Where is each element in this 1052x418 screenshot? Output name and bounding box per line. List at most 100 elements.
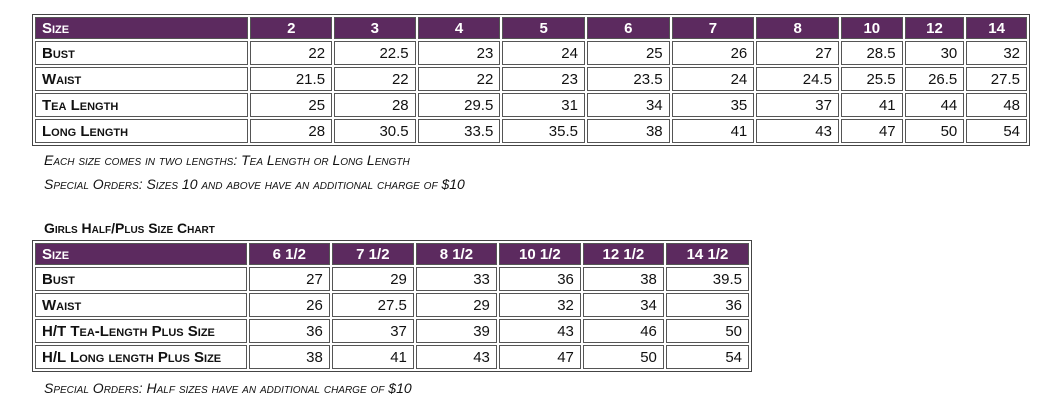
cell: 50 xyxy=(665,319,749,343)
cell: 30.5 xyxy=(334,119,416,143)
cell: 43 xyxy=(498,319,581,343)
row-label: Long Length xyxy=(35,119,249,143)
cell: 37 xyxy=(331,319,414,343)
row: Bust 22 22.5 23 24 25 26 27 28.5 30 32 xyxy=(35,41,1027,65)
header-row: Size 2 3 4 5 6 7 8 10 12 14 xyxy=(35,17,1027,39)
header-cell: Size xyxy=(35,17,249,39)
cell: 29 xyxy=(331,267,414,291)
cell: 33.5 xyxy=(417,119,501,143)
header-cell: 14 xyxy=(966,17,1027,39)
cell: 25.5 xyxy=(840,67,903,91)
header-cell: 7 1/2 xyxy=(331,243,414,265)
header-cell: 14 1/2 xyxy=(665,243,749,265)
header-cell: 12 1/2 xyxy=(582,243,664,265)
cell: 43 xyxy=(415,345,497,369)
header-cell: 4 xyxy=(417,17,501,39)
header-cell: 10 xyxy=(840,17,903,39)
cell: 29 xyxy=(415,293,497,317)
cell: 39 xyxy=(415,319,497,343)
cell: 41 xyxy=(840,93,903,117)
cell: 36 xyxy=(248,319,330,343)
cell: 22 xyxy=(250,41,333,65)
cell: 43 xyxy=(756,119,839,143)
cell: 33 xyxy=(415,267,497,291)
cell: 27.5 xyxy=(331,293,414,317)
size-table: Size 2 3 4 5 6 7 8 10 12 14 Bust 22 22.5 23 24 25 26 27 28.… xyxy=(32,14,1030,146)
row: Waist 26 27.5 29 32 34 36 xyxy=(35,293,749,317)
note: Special Orders: Sizes 10 and above have … xyxy=(44,176,465,192)
header-cell: 6 xyxy=(586,17,670,39)
cell: 26 xyxy=(248,293,330,317)
header-cell: 8 1/2 xyxy=(415,243,497,265)
header-cell: 12 xyxy=(904,17,965,39)
cell: 41 xyxy=(671,119,755,143)
cell: 22 xyxy=(417,67,501,91)
row-label: Bust xyxy=(35,267,247,291)
cell: 24 xyxy=(502,41,585,65)
cell: 22.5 xyxy=(334,41,416,65)
row: H/T Tea-Length Plus Size 36 37 39 43 46 50 xyxy=(35,319,749,343)
cell: 36 xyxy=(498,267,581,291)
row: Tea Length 25 28 29.5 31 34 35 37 41 44 48 xyxy=(35,93,1027,117)
row: Waist 21.5 22 22 23 23.5 24 24.5 25.5 26.5 27.5 xyxy=(35,67,1027,91)
cell: 29.5 xyxy=(417,93,501,117)
cell: 35.5 xyxy=(502,119,585,143)
header-cell: Size xyxy=(35,243,247,265)
row-label: H/T Tea-Length Plus Size xyxy=(35,319,247,343)
cell: 27.5 xyxy=(966,67,1027,91)
cell: 34 xyxy=(586,93,670,117)
header-cell: 6 1/2 xyxy=(248,243,330,265)
row: H/L Long length Plus Size 38 41 43 47 50 54 xyxy=(35,345,749,369)
note: Each size comes in two lengths: Tea Leng… xyxy=(44,152,410,168)
cell: 26 xyxy=(671,41,755,65)
cell: 21.5 xyxy=(250,67,333,91)
cell: 47 xyxy=(498,345,581,369)
cell: 38 xyxy=(586,119,670,143)
header-cell: 5 xyxy=(502,17,585,39)
row-label: Bust xyxy=(35,41,249,65)
table-title: Girls Half/Plus Size Chart xyxy=(44,220,215,236)
cell: 22 xyxy=(334,67,416,91)
header-cell: 2 xyxy=(250,17,333,39)
cell: 25 xyxy=(250,93,333,117)
cell: 48 xyxy=(966,93,1027,117)
cell: 27 xyxy=(756,41,839,65)
header-cell: 8 xyxy=(756,17,839,39)
cell: 28 xyxy=(334,93,416,117)
cell: 50 xyxy=(582,345,664,369)
cell: 30 xyxy=(904,41,965,65)
cell: 47 xyxy=(840,119,903,143)
cell: 26.5 xyxy=(904,67,965,91)
cell: 37 xyxy=(756,93,839,117)
cell: 38 xyxy=(582,267,664,291)
cell: 38 xyxy=(248,345,330,369)
row: Bust 27 29 33 36 38 39.5 xyxy=(35,267,749,291)
cell: 32 xyxy=(498,293,581,317)
cell: 24.5 xyxy=(756,67,839,91)
cell: 23 xyxy=(502,67,585,91)
row-label: Waist xyxy=(35,293,247,317)
note: Special Orders: Half sizes have an addit… xyxy=(44,380,412,396)
cell: 32 xyxy=(966,41,1027,65)
row-label: Tea Length xyxy=(35,93,249,117)
cell: 35 xyxy=(671,93,755,117)
cell: 31 xyxy=(502,93,585,117)
cell: 36 xyxy=(665,293,749,317)
cell: 34 xyxy=(582,293,664,317)
cell: 54 xyxy=(966,119,1027,143)
cell: 24 xyxy=(671,67,755,91)
cell: 28 xyxy=(250,119,333,143)
header-cell: 3 xyxy=(334,17,416,39)
row-label: H/L Long length Plus Size xyxy=(35,345,247,369)
cell: 28.5 xyxy=(840,41,903,65)
cell: 27 xyxy=(248,267,330,291)
row: Long Length 28 30.5 33.5 35.5 38 41 43 47 50 54 xyxy=(35,119,1027,143)
plus-size-table: Size 6 1/2 7 1/2 8 1/2 10 1/2 12 1/2 14 1/2 Bus… xyxy=(32,240,752,372)
cell: 54 xyxy=(665,345,749,369)
row-label: Waist xyxy=(35,67,249,91)
header-cell: 10 1/2 xyxy=(498,243,581,265)
header-cell: 7 xyxy=(671,17,755,39)
cell: 44 xyxy=(904,93,965,117)
cell: 23 xyxy=(417,41,501,65)
